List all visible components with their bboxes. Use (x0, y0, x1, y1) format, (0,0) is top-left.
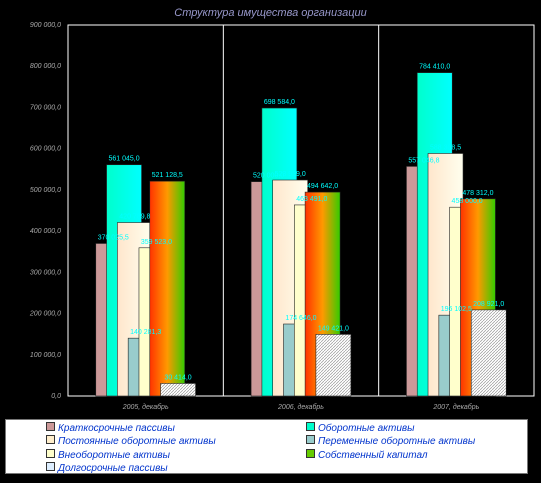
data-label: 196 102,5 (441, 306, 472, 313)
y-tick-label: 0,0 (51, 393, 61, 400)
legend-swatch (46, 435, 55, 445)
legend-label: Переменные оборотные активы (318, 436, 476, 448)
y-tick-label: 600 000,0 (30, 146, 61, 153)
y-tick-label: 900 000,0 (30, 22, 61, 29)
legend-label: Постоянные оборотные активы (58, 436, 216, 448)
y-tick-label: 400 000,0 (30, 228, 61, 235)
bars (95, 72, 507, 397)
legend-swatch (306, 435, 315, 445)
x-axis: 2005, декабрь 2006, декабрь 2007, декабрь (122, 403, 480, 411)
legend-item: Внеоборотные активы (46, 448, 171, 462)
legend-label: Собственный капитал (318, 449, 428, 461)
bar (470, 309, 507, 397)
legend-swatch (46, 422, 55, 431)
data-label: 561 045,0 (108, 156, 139, 163)
legend-swatch (46, 448, 55, 458)
data-label: 523 939,0 (275, 171, 306, 178)
y-tick-label: 700 000,0 (30, 104, 61, 111)
data-label: 478 312,0 (462, 190, 493, 197)
legend-item: Долгосрочные пассивы (46, 461, 168, 475)
data-label: 174 646,0 (285, 315, 316, 322)
y-tick-label: 300 000,0 (30, 269, 61, 276)
data-label: 149 421,0 (318, 325, 349, 332)
data-label: 140 281,3 (130, 329, 161, 336)
data-label: 420 789,8 (119, 214, 150, 221)
data-label: 30 414,0 (164, 374, 191, 381)
legend-item: Постоянные оборотные активы (46, 435, 216, 448)
data-label: 557 046,8 (408, 157, 439, 164)
y-axis: 0,0 100 000,0 200 000,0 300 000,0 400 000,0 5… (29, 22, 61, 400)
legend-item: Собственный капитал (306, 448, 428, 462)
data-label: 359 523,0 (141, 239, 172, 246)
bar (315, 334, 352, 397)
data-label: 588 308,5 (430, 144, 461, 151)
data-label: 520 000,0 (253, 173, 284, 180)
x-tick-label: 2005, декабрь (122, 403, 169, 411)
legend-swatch (306, 422, 315, 431)
legend-label: Оборотные активы (318, 423, 415, 434)
y-tick-label: 200 000,0 (29, 311, 61, 318)
data-label: 370 025,5 (98, 234, 129, 241)
legend-swatch (46, 461, 55, 471)
bar (160, 383, 196, 397)
data-label: 463 491,0 (296, 196, 327, 203)
data-label: 208 921,0 (473, 301, 504, 308)
x-tick-label: 2006, декабрь (277, 403, 324, 411)
legend-item: Оборотные активы (306, 422, 414, 435)
data-label: 458 000,0 (452, 198, 483, 205)
data-label: 784 410,0 (419, 64, 450, 71)
data-label: 494 642,0 (307, 183, 338, 190)
y-tick-label: 100 000,0 (30, 352, 61, 359)
legend-item: Переменные оборотные активы (306, 435, 475, 448)
chart-title: Структура имущества организации (174, 7, 367, 19)
x-tick-label: 2007, декабрь (432, 403, 479, 411)
data-label: 521 128,5 (152, 172, 183, 179)
legend-label: Краткосрочные пассивы (58, 423, 175, 434)
legend-item: Краткосрочные пассивы (46, 422, 175, 435)
legend-label: Внеоборотные активы (58, 449, 171, 461)
legend-swatch (306, 448, 315, 458)
bar (149, 180, 186, 397)
data-labels: 370 025,5 561 045,0 420 789,8 140 281,3 359 … (98, 64, 505, 382)
y-tick-label: 800 000,0 (30, 63, 61, 70)
legend-label: Долгосрочные пассивы (58, 462, 168, 474)
y-tick-label: 500 000,0 (30, 187, 61, 194)
legend: Краткосрочные пассивы Оборотные активы Пос… (5, 419, 528, 474)
data-label: 698 584,0 (264, 99, 295, 106)
